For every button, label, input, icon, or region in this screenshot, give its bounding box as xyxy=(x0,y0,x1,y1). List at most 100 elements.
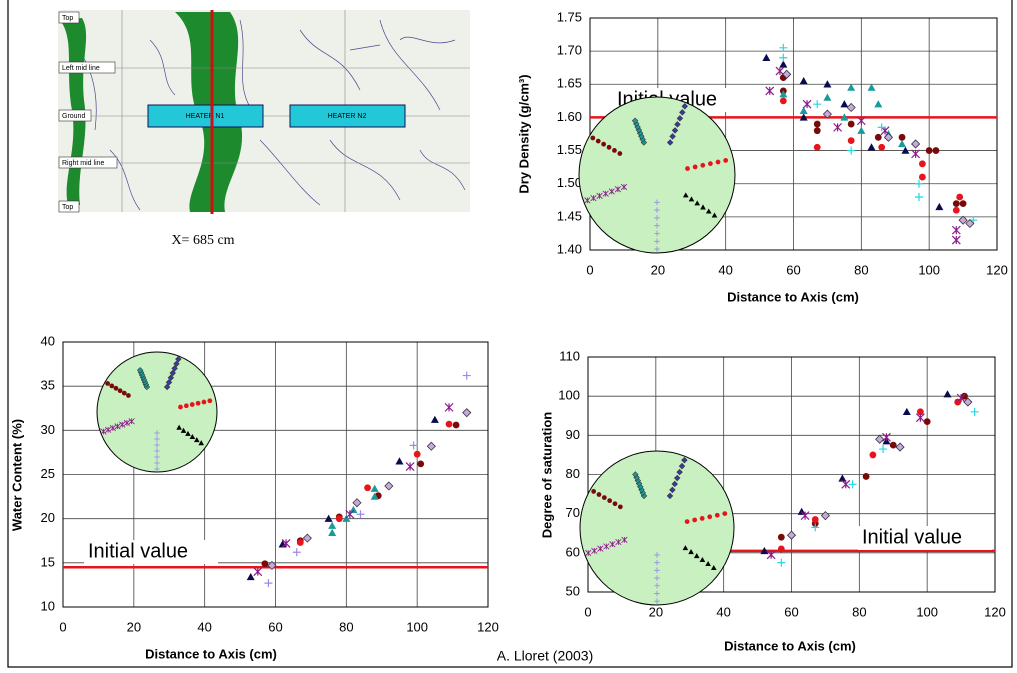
x-tick-label: 60 xyxy=(268,619,282,634)
inset-marker xyxy=(674,121,681,128)
y-tick-label: 35 xyxy=(41,378,55,393)
photo-bg xyxy=(58,10,470,212)
inset-marker xyxy=(676,468,683,476)
point xyxy=(848,480,857,489)
point xyxy=(898,139,907,148)
point xyxy=(779,53,788,62)
point xyxy=(799,113,808,121)
point xyxy=(856,116,866,126)
y-tick-label: 80 xyxy=(566,466,580,481)
x-tick-label: 120 xyxy=(986,262,1008,277)
inset-marker xyxy=(654,598,660,604)
point xyxy=(847,137,855,145)
x-tick-label: 40 xyxy=(716,604,730,619)
x-tick-label: 120 xyxy=(984,604,1006,619)
point xyxy=(345,509,355,519)
inset-marker xyxy=(113,385,119,391)
x-tick-label: 20 xyxy=(127,619,141,634)
point xyxy=(779,60,788,68)
point xyxy=(775,66,785,76)
x-tick-label: 0 xyxy=(584,604,591,619)
inset-marker xyxy=(183,403,189,409)
point xyxy=(965,218,975,229)
inset-marker xyxy=(584,197,591,204)
y-tick-label: 10 xyxy=(41,598,55,613)
x-tick-label: 100 xyxy=(406,619,428,634)
y-tick-label: 1.40 xyxy=(557,241,582,256)
point xyxy=(889,441,897,449)
point xyxy=(914,192,923,201)
point xyxy=(444,402,454,412)
point xyxy=(875,434,885,444)
point xyxy=(777,545,785,553)
y-tick-label: 60 xyxy=(566,544,580,559)
point xyxy=(878,143,886,151)
point xyxy=(959,200,967,208)
point xyxy=(777,558,786,567)
y-axis-label: Degree of saturation xyxy=(539,412,554,538)
inset-marker xyxy=(666,139,674,146)
inset-marker xyxy=(714,512,720,518)
inset-marker xyxy=(621,536,628,543)
inset-marker xyxy=(669,133,676,140)
point xyxy=(405,462,415,471)
point xyxy=(302,533,312,543)
point xyxy=(956,193,964,201)
inset-marker xyxy=(688,196,695,202)
point xyxy=(847,146,856,155)
inset-marker xyxy=(722,511,728,516)
inset-marker xyxy=(678,462,686,470)
inset-marker xyxy=(585,549,592,557)
point xyxy=(409,441,418,450)
inset-marker xyxy=(654,582,660,589)
inset-marker xyxy=(684,519,690,524)
x-tick-label: 0 xyxy=(586,262,593,277)
point xyxy=(813,100,822,109)
point xyxy=(281,538,291,548)
x-tick-label: 80 xyxy=(854,262,868,277)
y-tick-label: 40 xyxy=(41,333,55,348)
photo-label: Ground xyxy=(62,113,85,120)
photo-label: Right mid line xyxy=(62,160,105,167)
inset-marker xyxy=(617,151,623,156)
point xyxy=(956,393,966,403)
point xyxy=(445,420,453,428)
inset-marker xyxy=(700,162,706,168)
inset-marker xyxy=(602,190,609,197)
inset-marker xyxy=(609,541,616,548)
guide-lines xyxy=(62,10,470,212)
point xyxy=(869,451,877,459)
inset-marker xyxy=(654,230,660,237)
x-tick-label: 100 xyxy=(916,604,938,619)
inset-marker xyxy=(590,195,597,202)
heater xyxy=(147,104,264,128)
point xyxy=(951,235,961,245)
point xyxy=(426,441,436,451)
point xyxy=(902,407,911,416)
x-tick-label: 0 xyxy=(59,619,66,634)
point xyxy=(823,93,832,101)
point xyxy=(923,418,931,426)
x-tick-label: 80 xyxy=(339,619,353,634)
inset-marker xyxy=(169,369,176,377)
point xyxy=(961,392,968,400)
point xyxy=(384,481,394,491)
inset-marker xyxy=(180,427,187,433)
point xyxy=(951,225,961,235)
point xyxy=(935,202,944,211)
point xyxy=(911,149,921,159)
point xyxy=(867,143,876,151)
point xyxy=(874,133,882,141)
point xyxy=(952,200,960,208)
point xyxy=(838,474,847,482)
inset-marker xyxy=(679,109,686,116)
reference-label: Initial value xyxy=(88,540,188,562)
inset-marker xyxy=(620,183,628,191)
inset-marker xyxy=(654,552,660,558)
point xyxy=(867,83,876,91)
y-tick-label: 90 xyxy=(566,427,580,442)
point xyxy=(822,109,832,119)
y-tick-label: 100 xyxy=(558,388,580,403)
inset-marker xyxy=(682,545,689,551)
